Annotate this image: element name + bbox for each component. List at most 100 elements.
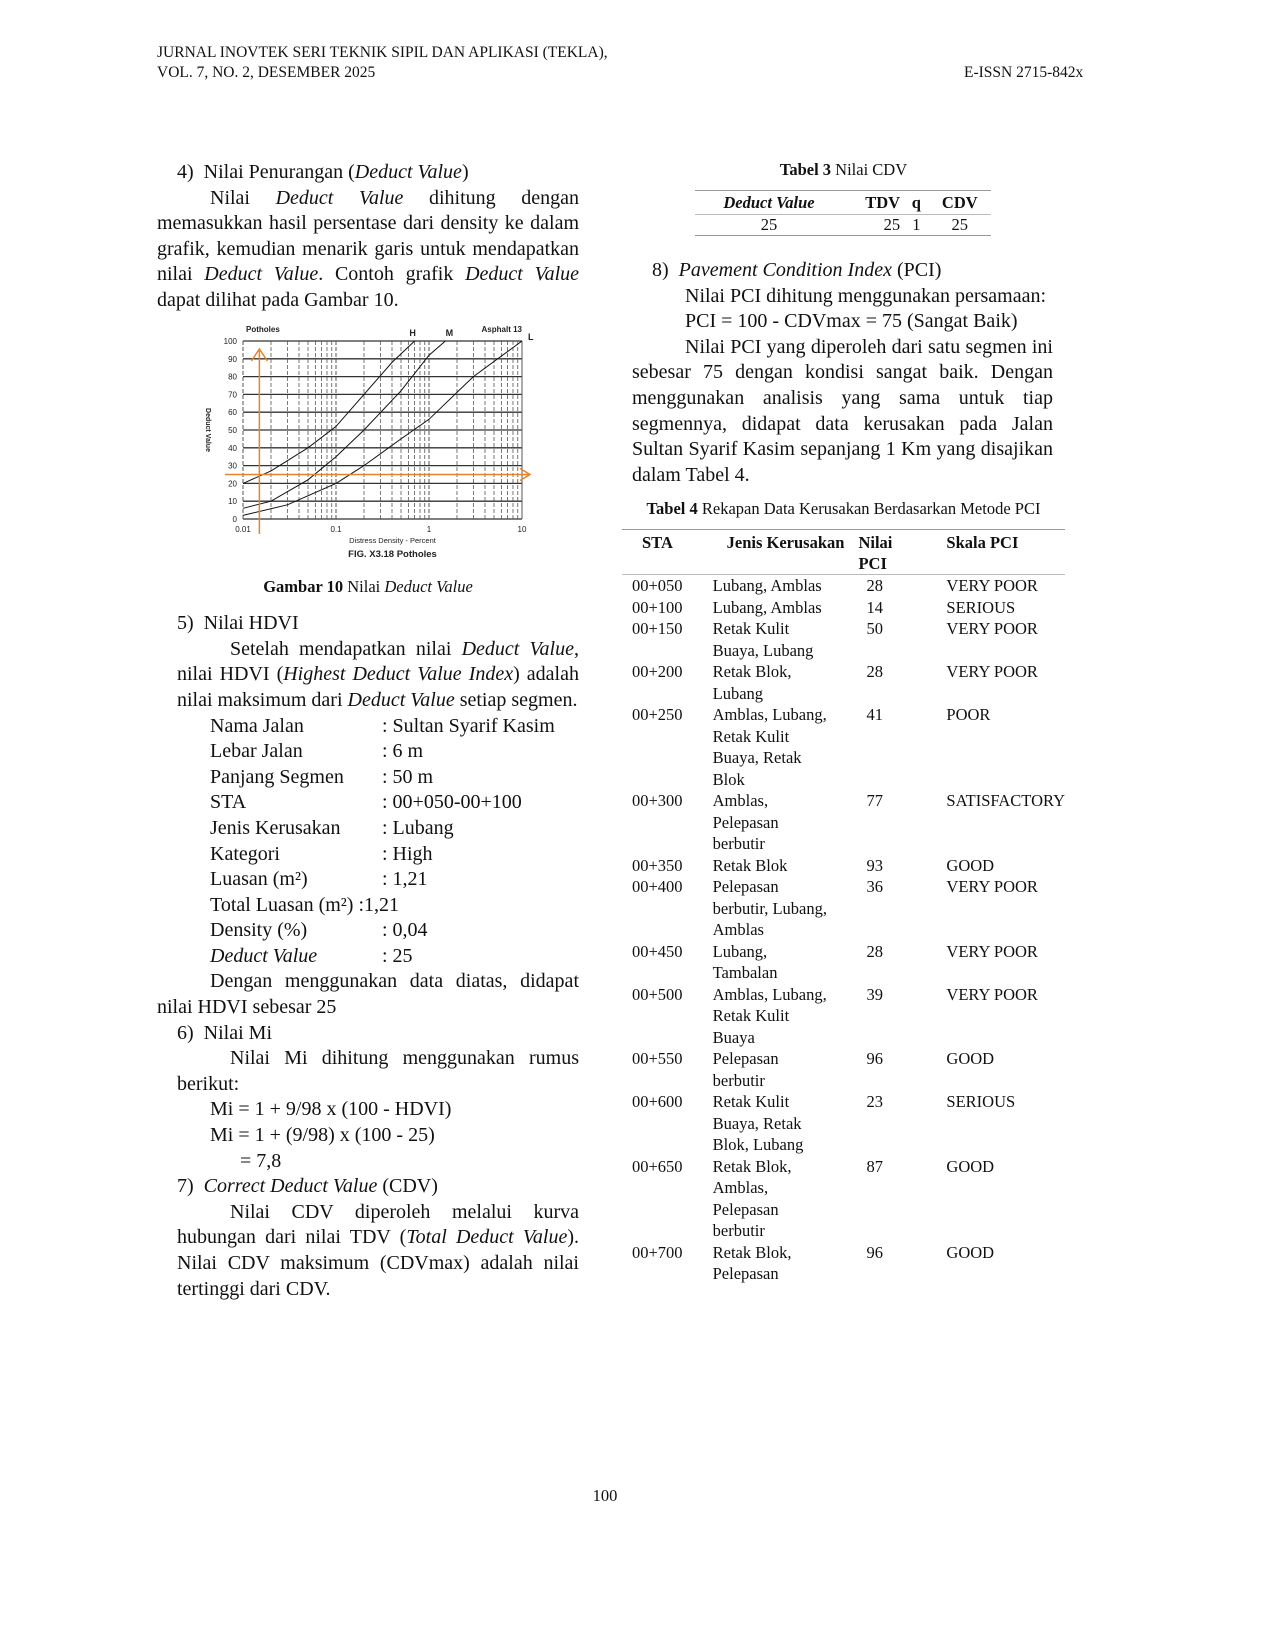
parameter-row: Density (%): 0,04 [210, 918, 579, 944]
section-title: Nilai HDVI [203, 612, 299, 635]
table-4-label: Tabel 4 [646, 499, 698, 519]
cell-nilai-pci: 14 [866, 597, 883, 617]
section-title-end: ) [461, 161, 469, 183]
table-row: 00+050 Lubang, Amblas 28 VERY POOR [622, 575, 1065, 597]
cell-nilai-pci: 39 [866, 984, 883, 1004]
cell-skala-pci: SERIOUS [946, 597, 1016, 617]
parameter-value: 1,21 [364, 893, 399, 916]
parameter-label: Luasan (m²) [210, 868, 308, 891]
cell-jenis-kerusakan: Lubang, Amblas [712, 597, 822, 617]
cell-sta: 00+650 [632, 1156, 683, 1176]
running-header: JURNAL INOVTEK SERI TEKNIK SIPIL DAN APL… [157, 43, 608, 83]
header-skala-pci: Skala PCI [916, 529, 1065, 576]
section-number: 8) [652, 259, 669, 281]
x-tick-label: 0.1 [330, 525, 342, 534]
section-5-conclusion: Dengan menggunakan data diatas, didapat … [157, 970, 579, 1019]
section-title-italic: Correct Deduct Value [203, 1175, 378, 1198]
cell-nilai-pci: 96 [866, 1049, 883, 1069]
parameter-label: Total Luasan (m²) : [210, 893, 364, 916]
table-3-caption: Tabel 3 Nilai CDV [622, 160, 1065, 180]
section-6-heading: 6) Nilai Mi [157, 1021, 579, 1047]
cell-sta: 00+050 [632, 576, 683, 596]
x-tick-label: 10 [518, 525, 527, 534]
table-row: 00+150 Retak Kulit Buaya, Lubang 50 VERY PO… [622, 618, 1065, 661]
cell-tdv: 25 [843, 214, 905, 236]
header-tdv: TDV [843, 190, 905, 215]
cell-q: 1 [904, 214, 929, 236]
cell-sta: 00+250 [632, 705, 683, 725]
table-row: 00+450 Lubang, Tambalan 28 VERY POOR [622, 941, 1065, 984]
section-5-heading: 5) Nilai HDVI [157, 611, 579, 637]
section-number: 4) [177, 161, 194, 183]
table-row: 00+700 Retak Blok, Pelepasan 96 GOOD [622, 1242, 1065, 1285]
cell-skala-pci: VERY POOR [946, 619, 1038, 639]
table-row: 00+400 Pelepasan berbutir, Lubang, Amblas… [622, 876, 1065, 941]
figure-caption-text: Nilai [343, 576, 385, 596]
x-tick-label: 0.01 [235, 525, 251, 534]
figure-title-left: Potholes [246, 325, 280, 334]
parameter-label: STA [210, 791, 247, 814]
cell-nilai-pci: 28 [866, 576, 883, 596]
table-row: 00+500 Amblas, Lubang, Retak Kulit Buaya 3… [622, 984, 1065, 1049]
section-7-paragraph: Nilai CDV diperoleh melalui kurva hubung… [177, 1200, 579, 1300]
section-6-paragraph: Nilai Mi dihitung menggunakan rumus beri… [177, 1047, 579, 1095]
curve-label-l: L [528, 332, 534, 342]
cell-skala-pci: VERY POOR [946, 984, 1038, 1004]
guide-arrow-up-icon [250, 347, 269, 361]
y-tick-label: 40 [228, 443, 237, 452]
table-row: 00+600 Retak Kulit Buaya, Retak Blok, Lub… [622, 1091, 1065, 1156]
x-tick-label: 1 [427, 525, 432, 534]
parameter-label: Density (%) [210, 919, 308, 942]
y-tick-label: 50 [228, 426, 237, 435]
parameter-value: : High [382, 842, 433, 865]
figure-label: FIG. X3.18 Potholes [348, 549, 437, 560]
cell-skala-pci: POOR [946, 705, 991, 725]
cell-nilai-pci: 50 [866, 619, 883, 639]
cell-jenis-kerusakan: Lubang, Amblas [712, 576, 822, 596]
cell-nilai-pci: 87 [866, 1156, 883, 1176]
curve-l [242, 340, 523, 516]
cell-sta: 00+150 [632, 619, 683, 639]
road-parameters: Nama Jalan: Sultan Syarif Kasim Lebar Jal… [210, 714, 579, 970]
cell-jenis-kerusakan: Retak Blok, Pelepasan [712, 1242, 792, 1284]
cell-skala-pci: VERY POOR [946, 576, 1038, 596]
cell-sta: 00+700 [632, 1242, 683, 1262]
table-4-caption: Tabel 4 Rekapan Data Kerusakan Berdasark… [622, 498, 1065, 519]
parameter-value: : 50 m [382, 765, 434, 788]
y-tick-label: 10 [228, 497, 237, 506]
cell-nilai-pci: 93 [866, 855, 883, 875]
cell-sta: 00+500 [632, 984, 683, 1004]
y-tick-label: 60 [228, 408, 237, 417]
parameter-value: : 1,21 [382, 868, 428, 891]
cell-nilai-pci: 28 [866, 941, 883, 961]
cell-nilai-pci: 28 [866, 662, 883, 682]
figure-caption-label: Gambar 10 [263, 576, 344, 596]
page-number: 100 [592, 1486, 618, 1505]
cell-skala-pci: VERY POOR [946, 662, 1038, 682]
section-5-paragraph: Setelah mendapatkan nilai Deduct Value, … [177, 637, 579, 711]
cell-sta: 00+400 [632, 877, 683, 897]
parameter-row: STA: 00+050-00+100 [210, 790, 579, 816]
section-number: 6) [177, 1021, 194, 1044]
cell-cdv: 25 [928, 214, 991, 236]
cell-jenis-kerusakan: Amblas, Lubang, Retak Kulit Buaya [712, 984, 827, 1047]
cell-deduct-value: 25 [695, 214, 843, 236]
cell-jenis-kerusakan: Retak Blok, Amblas, Pelepasan berbutir [712, 1156, 792, 1241]
section-title-italic: Deduct Value [354, 161, 462, 183]
table-header-row: STA Jenis Kerusakan Nilai PCI Skala PCI [622, 529, 1065, 576]
deduct-value-figure: 0 10 20 30 40 50 60 70 80 90 100 0.01 0.1 1 10 H M L Potho… [204, 325, 534, 560]
parameter-value: : Lubang [382, 816, 454, 839]
x-axis-label: Distress Density - Percent [349, 536, 437, 545]
y-tick-label: 30 [228, 461, 237, 470]
parameter-row: Lebar Jalan: 6 m [210, 739, 579, 765]
cell-jenis-kerusakan: Amblas, Lubang, Retak Kulit Buaya, Retak… [712, 705, 827, 789]
journal-volume: VOL. 7, NO. 2, DESEMBER 2025 [157, 64, 376, 81]
curve-label-h: H [409, 328, 416, 338]
y-tick-label: 80 [228, 372, 237, 381]
section-8-heading: 8) Pavement Condition Index (PCI) [622, 258, 1065, 284]
cell-skala-pci: GOOD [946, 855, 995, 875]
y-tick-label: 70 [228, 390, 237, 399]
parameter-row: Jenis Kerusakan: Lubang [210, 816, 579, 842]
parameter-label: Nama Jalan [210, 714, 304, 737]
figure-title-right: Asphalt 13 [482, 325, 523, 334]
